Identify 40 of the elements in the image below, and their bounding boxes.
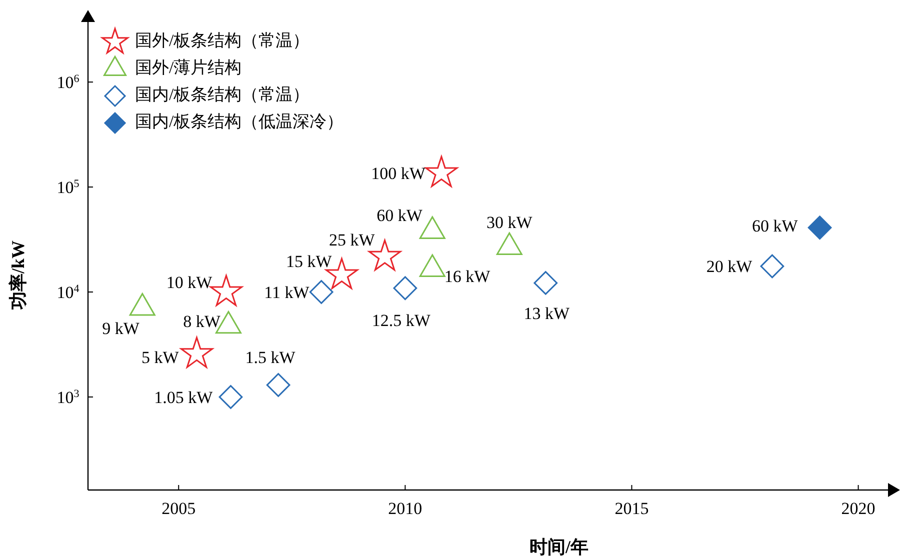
x-tick-label: 2005	[162, 499, 196, 518]
annotation: 15 kW	[286, 252, 333, 271]
annotation: 8 kW	[183, 312, 222, 331]
y-tick-label: 10$^{5}$	[56, 178, 80, 198]
y-tick-label: 10$^{4}$	[56, 283, 80, 302]
annotation: 30 kW	[486, 213, 534, 232]
annotation: 25 kW	[328, 230, 376, 250]
y-axis-title: 功率/kW	[8, 240, 28, 311]
annotation: 60 kW	[376, 206, 424, 226]
x-tick-label: 2010	[388, 499, 422, 518]
annotation: 5 kW	[141, 348, 180, 367]
point	[760, 254, 784, 278]
annotation: 60 kW	[752, 216, 799, 236]
annotation: 20 kW	[706, 257, 754, 276]
legend-label: 国内/板条结构（低温深冷）	[135, 112, 344, 131]
legend-label: 国外/薄片结构	[135, 58, 242, 77]
y-tick-label: 10$^{3}$	[56, 388, 80, 407]
annotation: 11 kW	[264, 282, 310, 302]
annotation: 16 kW	[444, 267, 492, 286]
point	[534, 271, 558, 295]
x-axis-title: 时间/年	[529, 537, 589, 557]
annotation: 9 kW	[102, 318, 140, 338]
annotation: 1.05 kW	[154, 388, 214, 407]
annotation: 10 kW	[166, 272, 214, 292]
point	[218, 385, 243, 409]
y-tick-label: 10$^{6}$	[56, 73, 80, 92]
annotation: 12.5 kW	[372, 310, 432, 330]
point	[393, 276, 418, 300]
point	[266, 373, 290, 397]
point	[309, 280, 334, 304]
point	[425, 156, 458, 187]
x-tick-label: 2015	[614, 499, 649, 518]
annotation: 100 kW	[371, 164, 426, 183]
point	[180, 336, 214, 368]
annotation: 13 kW	[524, 304, 570, 323]
x-tick-label: 2020	[841, 499, 876, 518]
annotation: 1.5 kW	[245, 348, 296, 367]
legend-label: 国内/板条结构（常温）	[135, 84, 310, 104]
point	[808, 216, 832, 240]
legend-label: 国外/板条结构（常温）	[135, 30, 310, 50]
